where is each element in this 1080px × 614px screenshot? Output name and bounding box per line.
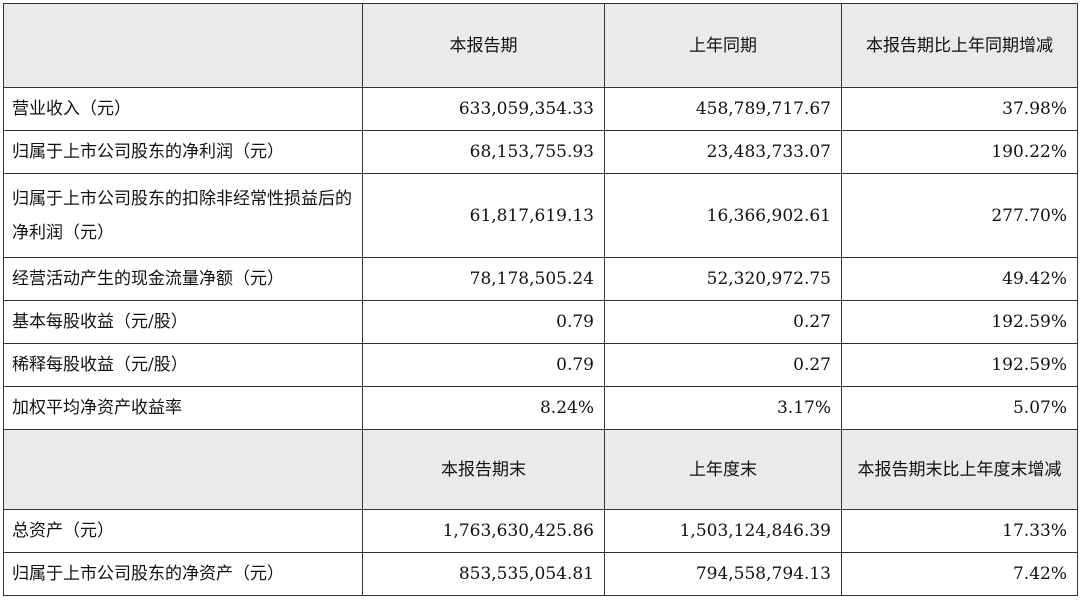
row-current-value: 61,817,619.13 <box>362 173 605 258</box>
row-change-value: 37.98% <box>841 87 1078 131</box>
table-row: 归属于上市公司股东的净利润（元） 68,153,755.93 23,483,73… <box>3 130 1078 174</box>
header-blank-cell <box>3 3 363 88</box>
row-prior-value: 458,789,717.67 <box>604 87 842 131</box>
row-current-value: 68,153,755.93 <box>362 130 605 174</box>
table-row: 基本每股收益（元/股） 0.79 0.27 192.59% <box>3 300 1078 344</box>
row-label: 营业收入（元） <box>3 87 363 131</box>
row-change-value: 7.42% <box>841 552 1078 596</box>
row-current-value: 1,763,630,425.86 <box>362 509 605 553</box>
row-current-value: 853,535,054.81 <box>362 552 605 596</box>
row-prior-value: 52,320,972.75 <box>604 257 842 301</box>
header-change: 本报告期比上年同期增减 <box>841 3 1078 88</box>
row-change-value: 192.59% <box>841 300 1078 344</box>
row-prior-value: 794,558,794.13 <box>604 552 842 596</box>
row-label: 归属于上市公司股东的净利润（元） <box>3 130 363 174</box>
row-change-value: 49.42% <box>841 257 1078 301</box>
subheader-prior-year-end: 上年度末 <box>604 429 842 510</box>
row-current-value: 633,059,354.33 <box>362 87 605 131</box>
header-current-period: 本报告期 <box>362 3 605 88</box>
row-change-value: 190.22% <box>841 130 1078 174</box>
row-prior-value: 16,366,902.61 <box>604 173 842 258</box>
table-row: 归属于上市公司股东的净资产（元） 853,535,054.81 794,558,… <box>3 552 1078 596</box>
row-prior-value: 0.27 <box>604 300 842 344</box>
row-current-value: 8.24% <box>362 386 605 430</box>
row-current-value: 0.79 <box>362 300 605 344</box>
subheader-period-end: 本报告期末 <box>362 429 605 510</box>
row-label: 加权平均净资产收益率 <box>3 386 363 430</box>
row-current-value: 0.79 <box>362 343 605 387</box>
row-current-value: 78,178,505.24 <box>362 257 605 301</box>
row-change-value: 192.59% <box>841 343 1078 387</box>
row-label: 稀释每股收益（元/股） <box>3 343 363 387</box>
row-label: 总资产（元） <box>3 509 363 553</box>
row-label: 归属于上市公司股东的净资产（元） <box>3 552 363 596</box>
table-row: 加权平均净资产收益率 8.24% 3.17% 5.07% <box>3 386 1078 430</box>
row-change-value: 5.07% <box>841 386 1078 430</box>
table-row: 总资产（元） 1,763,630,425.86 1,503,124,846.39… <box>3 509 1078 553</box>
row-label: 基本每股收益（元/股） <box>3 300 363 344</box>
row-label: 经营活动产生的现金流量净额（元） <box>3 257 363 301</box>
table-row: 稀释每股收益（元/股） 0.79 0.27 192.59% <box>3 343 1078 387</box>
table-row: 营业收入（元） 633,059,354.33 458,789,717.67 37… <box>3 87 1078 131</box>
subheader-blank-cell <box>3 429 363 510</box>
header-prior-period: 上年同期 <box>604 3 842 88</box>
financial-summary-table: 本报告期 上年同期 本报告期比上年同期增减 营业收入（元） 633,059,35… <box>3 3 1078 596</box>
table-subheader-row: 本报告期末 上年度末 本报告期末比上年度末增减 <box>3 429 1078 510</box>
table-row: 归属于上市公司股东的扣除非经常性损益后的净利润（元） 61,817,619.13… <box>3 173 1078 258</box>
row-prior-value: 23,483,733.07 <box>604 130 842 174</box>
table-header-row: 本报告期 上年同期 本报告期比上年同期增减 <box>3 3 1078 88</box>
row-prior-value: 3.17% <box>604 386 842 430</box>
row-label: 归属于上市公司股东的扣除非经常性损益后的净利润（元） <box>3 173 363 258</box>
table-row: 经营活动产生的现金流量净额（元） 78,178,505.24 52,320,97… <box>3 257 1078 301</box>
row-change-value: 277.70% <box>841 173 1078 258</box>
row-prior-value: 1,503,124,846.39 <box>604 509 842 553</box>
row-change-value: 17.33% <box>841 509 1078 553</box>
row-prior-value: 0.27 <box>604 343 842 387</box>
subheader-change: 本报告期末比上年度末增减 <box>841 429 1078 510</box>
